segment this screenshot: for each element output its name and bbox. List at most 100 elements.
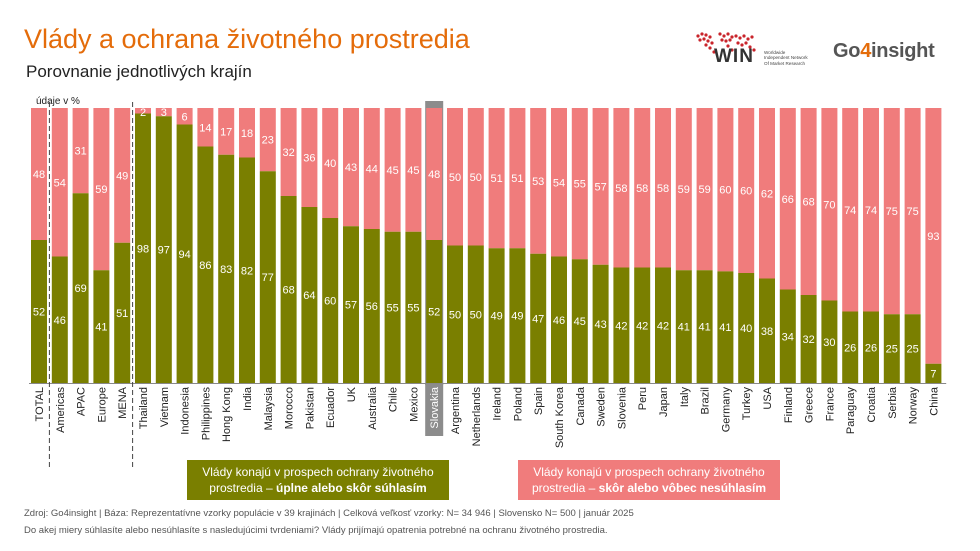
data-label-disagree: 6	[182, 111, 188, 123]
data-label-disagree: 32	[282, 147, 294, 159]
data-label-agree: 69	[74, 283, 86, 295]
bar-agree	[842, 311, 859, 383]
data-label-disagree: 45	[386, 165, 398, 177]
data-label-agree: 94	[178, 249, 190, 261]
data-label-agree: 7	[930, 368, 936, 380]
bar-agree	[738, 273, 755, 383]
bar-agree	[114, 242, 131, 383]
bar-disagree	[197, 108, 214, 147]
data-label-agree: 47	[532, 313, 544, 325]
category-label: Mexico	[408, 387, 420, 422]
bar-agree	[176, 124, 193, 383]
go4insight-logo: Go4insight	[833, 40, 935, 63]
bar-disagree	[551, 108, 567, 257]
bar-disagree	[863, 108, 879, 312]
category-label: Slovakia	[429, 386, 441, 428]
data-label-agree: 46	[553, 315, 565, 327]
win-logo: WIN Worldwide Independent Network Of Mar…	[692, 28, 812, 70]
data-label-disagree: 44	[366, 164, 378, 176]
bar-disagree	[509, 108, 526, 249]
data-label-disagree: 14	[199, 122, 211, 134]
bar-disagree	[530, 108, 547, 254]
bar-agree	[863, 311, 879, 383]
data-label-disagree: 59	[678, 184, 690, 196]
source-note: Zdroj: Go4insight | Báza: Reprezentatívn…	[24, 508, 634, 519]
bar-agree	[571, 259, 588, 383]
bar-disagree	[405, 108, 422, 232]
category-label: Morocco	[284, 387, 296, 429]
data-label-agree: 45	[574, 316, 586, 328]
category-label: Norway	[908, 387, 920, 425]
bar-disagree	[31, 108, 47, 240]
data-label-disagree: 43	[345, 162, 357, 174]
bar-agree	[925, 363, 942, 383]
category-label: Spain	[533, 387, 545, 415]
category-label: France	[824, 387, 836, 421]
legend-agree: Vlády konajú v prospech ochrany životnéh…	[187, 460, 449, 500]
bar-agree	[280, 196, 297, 383]
data-label-disagree: 36	[303, 153, 315, 165]
category-label: Vietnam	[159, 387, 171, 427]
page-title: Vlády a ochrana životného prostredia	[24, 24, 470, 54]
bar-agree	[259, 171, 276, 383]
category-label: Slovenia	[616, 386, 628, 429]
data-label-disagree: 93	[927, 231, 939, 243]
bar-disagree	[51, 108, 68, 257]
bar-disagree	[738, 108, 755, 273]
bar-disagree	[239, 108, 255, 158]
data-label-agree: 41	[698, 322, 710, 334]
data-label-disagree: 58	[657, 183, 669, 195]
bar-agree	[696, 270, 713, 383]
bar-agree	[488, 248, 505, 383]
bar-disagree	[634, 108, 651, 268]
win-logo-name: WIN	[714, 46, 754, 67]
bar-disagree	[72, 108, 89, 194]
data-label-agree: 49	[511, 311, 523, 323]
category-label: Peru	[637, 387, 649, 410]
unit-note: údaje v %	[36, 96, 80, 107]
data-label-disagree: 45	[407, 165, 419, 177]
data-label-agree: 46	[54, 315, 66, 327]
bar-disagree	[488, 108, 505, 249]
data-label-agree: 97	[158, 245, 170, 257]
bar-agree	[904, 314, 921, 383]
bar-agree	[51, 256, 68, 383]
bar-disagree	[800, 108, 817, 295]
bar-disagree	[155, 108, 172, 117]
bar-disagree	[925, 108, 942, 364]
bar-agree	[322, 218, 339, 383]
win-logo-tagline: Worldwide Independent Network Of Market …	[764, 50, 808, 66]
category-label: USA	[762, 386, 774, 409]
bar-agree	[759, 278, 775, 383]
category-label: Poland	[512, 387, 524, 421]
data-label-disagree: 51	[490, 173, 502, 185]
go4insight-logo-suffix: insight	[871, 40, 935, 62]
data-label-disagree: 58	[615, 183, 627, 195]
category-label: Europe	[96, 387, 108, 422]
go4insight-logo-digit: 4	[860, 40, 872, 62]
bar-agree	[301, 207, 318, 383]
bar-disagree	[322, 108, 339, 218]
category-label: Malaysia	[263, 386, 275, 430]
bar-disagree	[467, 108, 484, 246]
data-label-agree: 50	[449, 309, 461, 321]
data-label-disagree: 75	[886, 206, 898, 218]
category-label: Pakistan	[304, 387, 316, 429]
category-label: South Korea	[554, 386, 566, 448]
bar-agree	[509, 248, 526, 383]
bar-disagree	[218, 108, 235, 155]
data-label-disagree: 49	[116, 170, 128, 182]
bar-disagree	[613, 108, 630, 268]
data-label-agree: 41	[678, 322, 690, 334]
bar-agree	[31, 240, 47, 383]
legend-disagree-line1: Vlády konajú v prospech ochrany životnéh…	[533, 465, 765, 479]
data-label-disagree: 3	[161, 107, 167, 119]
bar-agree	[613, 267, 630, 383]
data-label-agree: 55	[407, 302, 419, 314]
data-label-agree: 64	[303, 290, 315, 302]
category-label: Greece	[804, 387, 816, 423]
data-label-disagree: 40	[324, 158, 336, 170]
category-label: Argentina	[450, 386, 462, 434]
category-label: Finland	[783, 387, 795, 423]
